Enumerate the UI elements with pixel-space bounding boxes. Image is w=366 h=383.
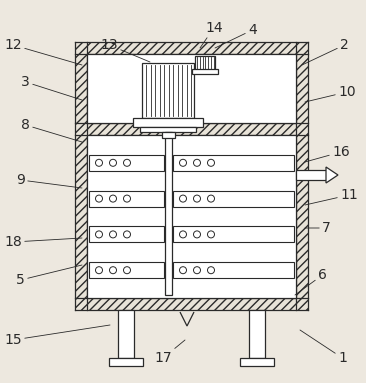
- Bar: [240, 358, 274, 366]
- Bar: [296, 170, 328, 180]
- Bar: [140, 127, 196, 132]
- Bar: [249, 310, 265, 358]
- Circle shape: [109, 195, 116, 202]
- Circle shape: [96, 231, 102, 238]
- Bar: [195, 56, 215, 70]
- Circle shape: [194, 231, 201, 238]
- Circle shape: [109, 267, 116, 274]
- Circle shape: [123, 159, 131, 166]
- Bar: [109, 358, 143, 366]
- Circle shape: [96, 195, 102, 202]
- Bar: [296, 42, 308, 310]
- Circle shape: [179, 159, 187, 166]
- Bar: [89, 262, 164, 278]
- Circle shape: [179, 195, 187, 202]
- Circle shape: [123, 267, 131, 274]
- Circle shape: [123, 231, 131, 238]
- Text: 8: 8: [21, 118, 82, 142]
- Text: 5: 5: [16, 265, 82, 287]
- Bar: [89, 226, 164, 242]
- Circle shape: [194, 195, 201, 202]
- Bar: [89, 155, 164, 171]
- Text: 14: 14: [200, 21, 223, 48]
- Bar: [118, 310, 134, 358]
- Bar: [165, 132, 172, 295]
- Bar: [75, 42, 87, 310]
- Bar: [87, 54, 296, 123]
- Circle shape: [96, 267, 102, 274]
- Bar: [173, 262, 294, 278]
- Bar: [87, 135, 296, 298]
- Text: 15: 15: [4, 325, 110, 347]
- Circle shape: [194, 267, 201, 274]
- Circle shape: [109, 159, 116, 166]
- Bar: [173, 191, 294, 206]
- Text: 18: 18: [4, 235, 82, 249]
- Circle shape: [208, 231, 214, 238]
- Circle shape: [96, 159, 102, 166]
- Text: 12: 12: [4, 38, 82, 65]
- Text: 2: 2: [302, 38, 349, 65]
- Text: 4: 4: [215, 23, 257, 48]
- Bar: [75, 42, 308, 54]
- Circle shape: [179, 267, 187, 274]
- Bar: [75, 123, 308, 135]
- Text: 7: 7: [305, 221, 331, 235]
- Circle shape: [109, 231, 116, 238]
- Circle shape: [179, 231, 187, 238]
- Circle shape: [208, 159, 214, 166]
- Bar: [75, 298, 308, 310]
- Polygon shape: [326, 167, 338, 183]
- Text: 9: 9: [16, 173, 82, 188]
- Text: 1: 1: [300, 330, 347, 365]
- Bar: [173, 155, 294, 171]
- Text: 6: 6: [295, 268, 327, 295]
- Text: 17: 17: [154, 340, 185, 365]
- Bar: [133, 118, 203, 127]
- Text: 13: 13: [100, 38, 150, 62]
- Text: 10: 10: [305, 85, 356, 102]
- Circle shape: [194, 159, 201, 166]
- Circle shape: [208, 267, 214, 274]
- Circle shape: [123, 195, 131, 202]
- Text: 16: 16: [305, 145, 350, 162]
- Bar: [162, 132, 175, 138]
- Bar: [142, 63, 194, 118]
- Bar: [192, 69, 218, 74]
- Bar: [173, 226, 294, 242]
- Bar: [89, 191, 164, 206]
- Text: 3: 3: [21, 75, 82, 100]
- Text: 11: 11: [305, 188, 358, 205]
- Circle shape: [208, 195, 214, 202]
